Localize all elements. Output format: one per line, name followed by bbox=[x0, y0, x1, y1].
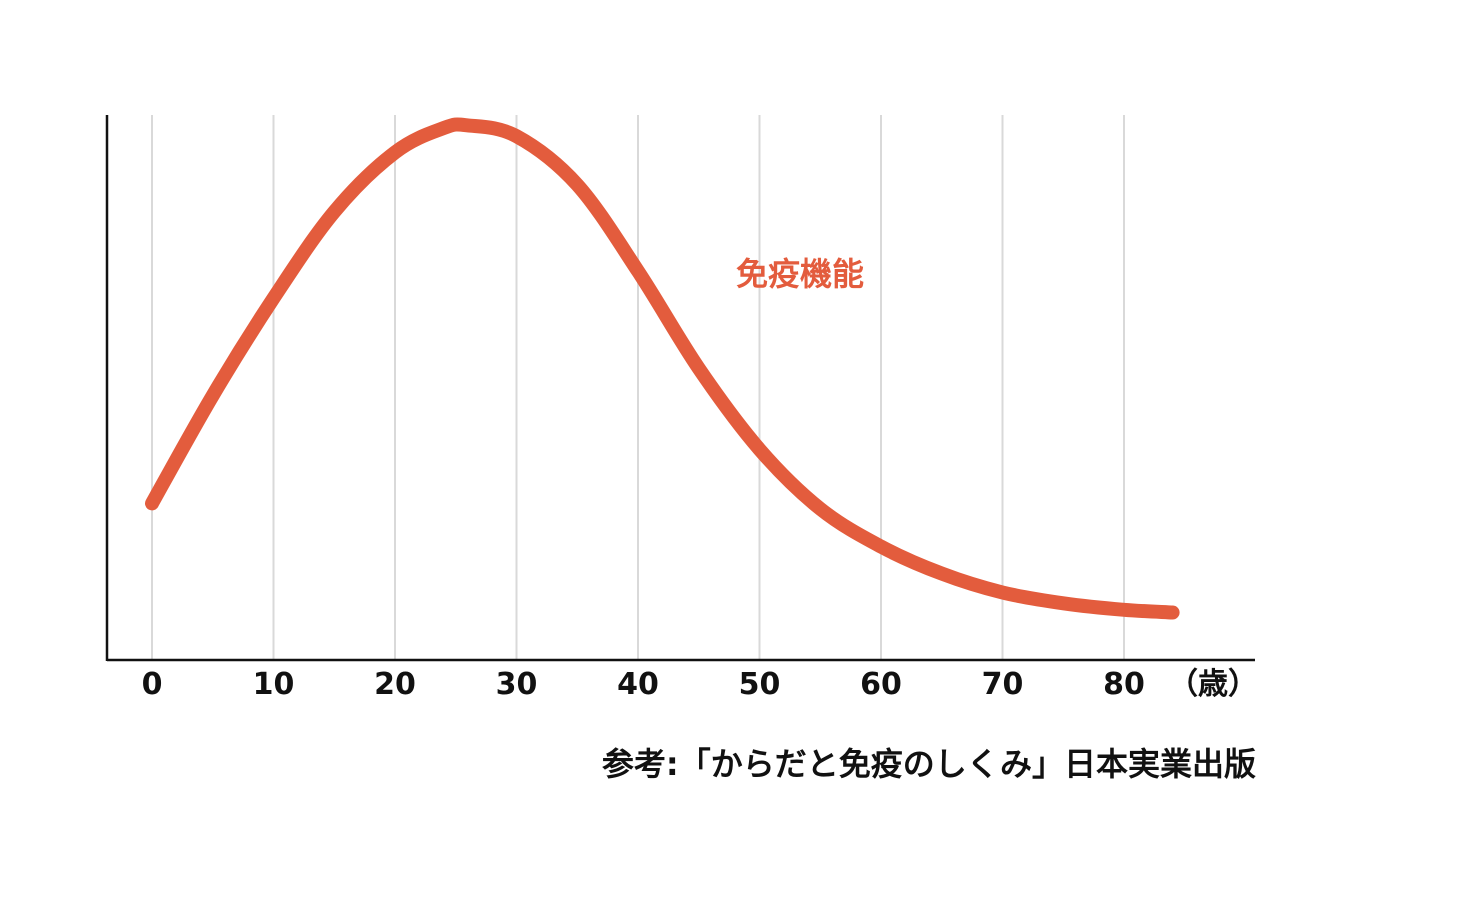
source-citation: 参考:「からだと免疫のしくみ」日本実業出版 bbox=[602, 745, 1256, 783]
immune-function-series-line bbox=[145, 117, 1180, 620]
series-label-immune-function: 免疫機能 bbox=[736, 255, 864, 293]
x-axis-unit-label: （歳） bbox=[1168, 667, 1258, 702]
grid-lines bbox=[151, 115, 1125, 660]
x-tick-label-80: 80 bbox=[1103, 667, 1145, 702]
x-tick-label-20: 20 bbox=[374, 667, 416, 702]
x-tick-label-10: 10 bbox=[253, 667, 295, 702]
x-tick-label-30: 30 bbox=[496, 667, 538, 702]
x-tick-labels: 0 10 20 30 40 50 60 70 80 bbox=[142, 667, 1145, 702]
x-tick-label-40: 40 bbox=[617, 667, 659, 702]
x-tick-label-0: 0 bbox=[142, 667, 163, 702]
x-tick-label-70: 70 bbox=[982, 667, 1024, 702]
x-tick-label-60: 60 bbox=[860, 667, 902, 702]
x-tick-label-50: 50 bbox=[739, 667, 781, 702]
